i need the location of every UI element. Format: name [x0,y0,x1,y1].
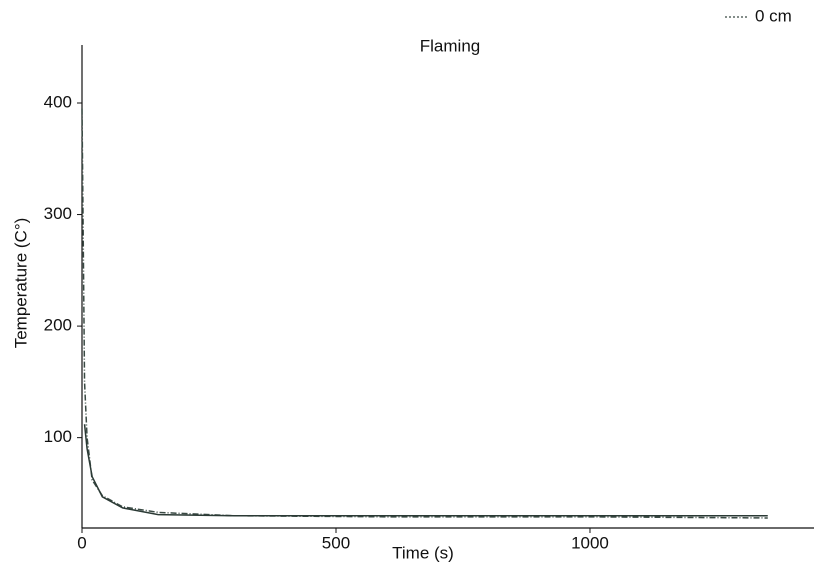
y-tick-label: 400 [44,92,72,111]
y-axis-label: Temperature (C°) [11,218,30,349]
chart-title: Flaming [420,36,480,55]
line-series [83,424,768,517]
x-tick-label: 1000 [571,533,609,552]
x-axis-label: Time (s) [392,543,454,562]
x-tick-label: 0 [77,533,86,552]
line-series [81,108,768,519]
x-tick-label: 500 [322,533,350,552]
y-tick-label: 100 [44,427,72,446]
legend-label: 0 cm [755,6,792,25]
y-tick-label: 300 [44,204,72,223]
y-tick-label: 200 [44,316,72,335]
